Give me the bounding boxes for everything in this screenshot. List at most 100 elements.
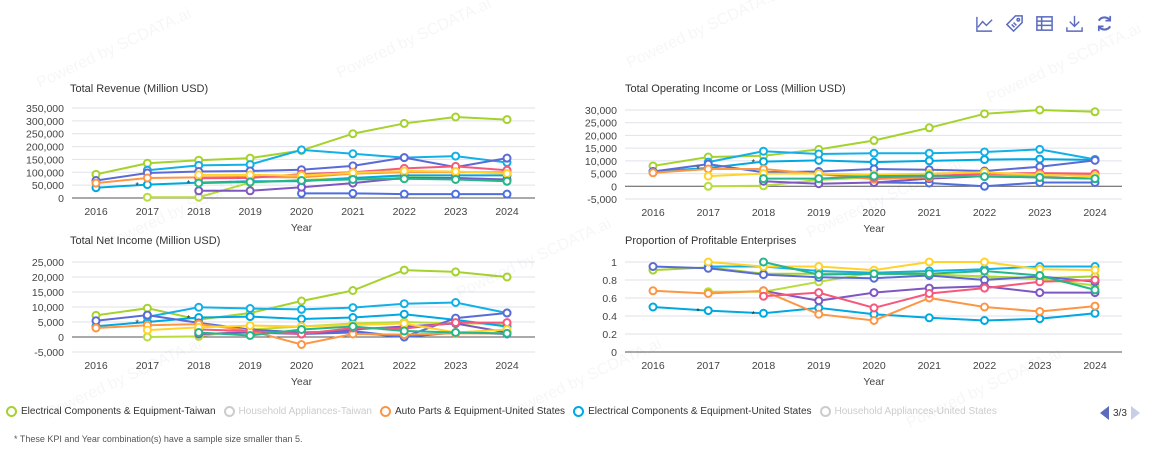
series-line	[708, 261, 1096, 272]
chart-3: 1 0.8 0.6 0.4 0.2 0 2016 2017 2018 2019 2020 2021 20…	[602, 257, 1122, 388]
x-axis-label: Year	[291, 222, 313, 234]
data-point	[348, 149, 358, 159]
y-tick-label: 50,000	[32, 180, 64, 192]
data-point	[91, 316, 101, 326]
data-point	[648, 262, 658, 271]
x-tick-label: 2020	[862, 360, 886, 372]
data-point	[814, 309, 824, 319]
data-point	[924, 123, 934, 133]
data-point	[924, 156, 934, 166]
y-tick-label: 0.2	[602, 329, 617, 341]
x-axis-label: Year	[291, 376, 313, 388]
data-point	[245, 331, 255, 340]
legend-prev-button[interactable]	[1100, 406, 1109, 420]
legend-next-button[interactable]	[1130, 406, 1140, 420]
x-tick-label: 2020	[862, 207, 886, 219]
legend-item[interactable]: Electrical Components & Equipment-United…	[573, 406, 812, 417]
series-unnamed-9	[194, 166, 512, 181]
tag-icon[interactable]	[1005, 14, 1024, 33]
legend-marker-icon	[6, 406, 17, 417]
y-tick-label: 350,000	[26, 103, 64, 115]
data-point	[142, 192, 152, 202]
data-point	[194, 186, 204, 196]
x-tick-label: 2017	[697, 207, 721, 219]
data-point	[869, 269, 879, 279]
data-point	[980, 257, 989, 267]
data-point	[451, 328, 461, 337]
refresh-icon[interactable]	[1095, 14, 1114, 33]
sample-size-asterisk: *	[187, 179, 191, 189]
y-tick-label: 0	[58, 193, 64, 205]
data-point	[1035, 307, 1045, 316]
y-tick-label: 5,000	[38, 317, 64, 329]
x-tick-label: 2022	[393, 360, 417, 372]
y-tick-label: 25,000	[32, 257, 64, 269]
data-point	[348, 188, 358, 198]
data-point	[1035, 288, 1045, 298]
x-axis-label: Year	[863, 223, 885, 235]
data-point	[814, 270, 824, 280]
series-unnamed-8	[703, 257, 1100, 275]
chart-1: 30,00025,00020,00015,00010,0005,0000-5,0…	[585, 105, 1122, 235]
data-point	[1090, 285, 1100, 295]
data-point	[1035, 314, 1045, 324]
sample-size-asterisk: *	[696, 164, 700, 174]
x-tick-label: 2017	[136, 360, 160, 372]
data-point	[1090, 275, 1100, 285]
y-tick-label: 20,000	[32, 272, 64, 284]
data-point	[451, 298, 461, 307]
data-point	[759, 257, 768, 267]
data-point	[980, 172, 989, 182]
data-point	[194, 178, 204, 188]
y-tick-label: 5,000	[591, 169, 617, 181]
x-tick-label: 2021	[918, 360, 942, 372]
series-unnamed-7	[759, 275, 1100, 313]
x-tick-label: 2022	[393, 206, 417, 218]
y-tick-label: 0	[611, 181, 617, 193]
x-tick-label: 2018	[752, 360, 776, 372]
data-point	[703, 257, 713, 267]
line-chart-icon[interactable]	[975, 14, 994, 33]
legend-pager: 3/3	[1100, 406, 1140, 420]
data-point	[924, 148, 934, 158]
legend-label: Household Appliances-Taiwan	[238, 406, 372, 417]
legend-item[interactable]: Auto Parts & Equipment-United States	[379, 406, 565, 417]
data-point	[924, 289, 934, 298]
data-point	[399, 174, 409, 184]
legend-marker-icon	[379, 406, 391, 417]
series-unnamed-10	[194, 322, 512, 340]
y-tick-label: 150,000	[26, 154, 64, 166]
data-point	[348, 313, 358, 322]
x-tick-label: 2017	[136, 206, 160, 218]
x-tick-label: 2020	[290, 206, 314, 218]
toolbar	[975, 14, 1114, 33]
data-point	[451, 189, 461, 199]
x-tick-label: 2024	[495, 360, 519, 372]
data-point	[297, 304, 306, 314]
legend-item[interactable]: Household Appliances-United States	[819, 406, 997, 417]
data-point	[814, 149, 824, 159]
data-point	[648, 168, 658, 178]
y-tick-label: 300,000	[26, 116, 64, 128]
chart-0: 350,000300,000250,000200,000150,000100,0…	[26, 103, 535, 234]
data-point	[1090, 107, 1100, 117]
data-point	[814, 296, 824, 306]
x-tick-label: 2018	[752, 207, 776, 219]
y-tick-label: 100,000	[26, 167, 64, 179]
legend-label: Electrical Components & Equipment-United…	[588, 406, 812, 417]
data-point	[245, 186, 255, 196]
legend-item[interactable]: Electrical Components & Equipment-Taiwan	[6, 406, 216, 417]
data-point	[451, 267, 461, 277]
data-point	[869, 303, 879, 313]
data-point	[348, 174, 358, 184]
data-point	[142, 173, 152, 183]
series-line	[147, 301, 508, 318]
data-point	[451, 174, 461, 184]
chart-title-operating-income: Total Operating Income or Loss (Million …	[625, 83, 846, 95]
legend-item[interactable]: Household Appliances-Taiwan	[223, 406, 372, 417]
x-tick-label: 2021	[341, 360, 365, 372]
data-point	[924, 313, 934, 323]
table-icon[interactable]	[1035, 14, 1054, 33]
download-icon[interactable]	[1065, 14, 1084, 33]
data-point	[814, 174, 824, 184]
